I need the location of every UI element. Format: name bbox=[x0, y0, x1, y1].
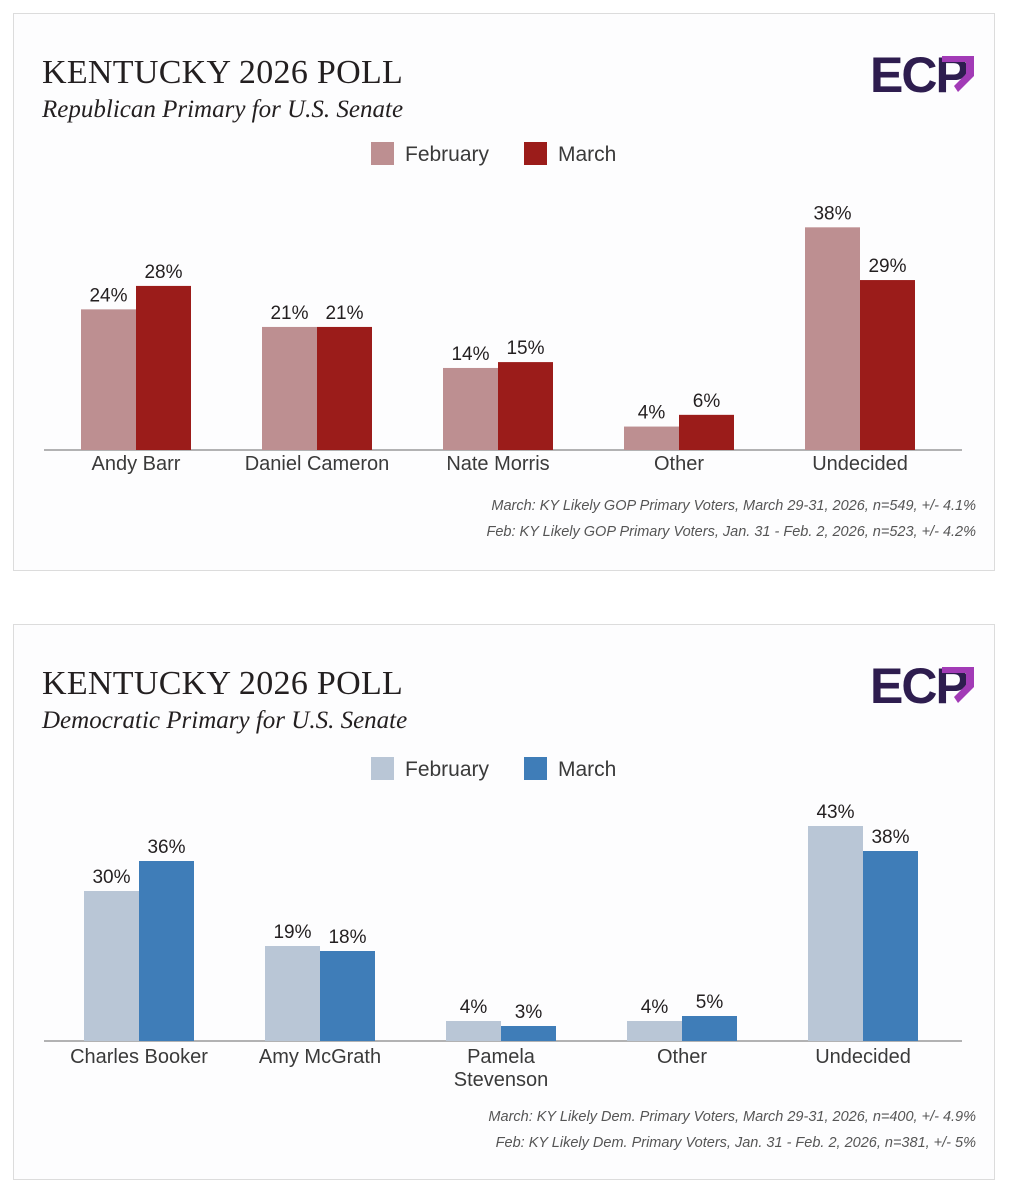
category-label: Andy Barr bbox=[92, 453, 181, 475]
data-label: 18% bbox=[328, 927, 366, 948]
category-label: Undecided bbox=[815, 1046, 911, 1068]
ecp-logo: ECP bbox=[870, 658, 974, 711]
data-label: 4% bbox=[460, 997, 488, 1018]
category-label: Amy McGrath bbox=[259, 1046, 381, 1068]
data-label: 38% bbox=[813, 203, 851, 224]
category-label: Daniel Cameron bbox=[245, 453, 390, 475]
legend-swatch-february bbox=[371, 757, 394, 780]
bar-march bbox=[501, 1026, 556, 1041]
bar-february bbox=[443, 367, 498, 450]
source-note-february: Feb: KY Likely GOP Primary Voters, Jan. … bbox=[486, 524, 976, 540]
logo-text: ECP bbox=[870, 47, 967, 100]
legend-swatch-march bbox=[524, 757, 547, 780]
data-label: 24% bbox=[89, 285, 127, 306]
category-label: Nate Morris bbox=[446, 453, 549, 475]
democratic-poll-panel: KENTUCKY 2026 POLL Democratic Primary fo… bbox=[13, 624, 995, 1180]
category-label: Undecided bbox=[812, 453, 908, 475]
category-label: Pamela bbox=[467, 1046, 536, 1068]
logo-text: ECP bbox=[870, 658, 967, 711]
source-note-march: March: KY Likely Dem. Primary Voters, Ma… bbox=[488, 1109, 976, 1125]
data-label: 36% bbox=[147, 837, 185, 858]
legend-label-march: March bbox=[558, 143, 616, 166]
data-label: 19% bbox=[273, 922, 311, 943]
bar-february bbox=[627, 1021, 682, 1041]
bar-march bbox=[860, 280, 915, 450]
chart-title: KENTUCKY 2026 POLL bbox=[42, 54, 404, 91]
bar-february bbox=[446, 1021, 501, 1041]
category-label: Charles Booker bbox=[70, 1046, 208, 1068]
data-label: 6% bbox=[693, 391, 721, 412]
bar-february bbox=[805, 227, 860, 450]
source-note-february: Feb: KY Likely Dem. Primary Voters, Jan.… bbox=[495, 1135, 976, 1151]
legend-swatch-february bbox=[371, 142, 394, 165]
legend-swatch-march bbox=[524, 142, 547, 165]
data-label: 4% bbox=[641, 997, 669, 1018]
legend-label-february: February bbox=[405, 758, 490, 781]
data-label: 15% bbox=[506, 338, 544, 359]
republican-poll-panel: KENTUCKY 2026 POLL Republican Primary fo… bbox=[13, 13, 995, 571]
ecp-logo: ECP bbox=[870, 47, 974, 100]
data-label: 29% bbox=[868, 256, 906, 277]
legend-label-march: March bbox=[558, 758, 616, 781]
bar-march bbox=[317, 326, 372, 450]
bar-march bbox=[136, 285, 191, 450]
bar-march bbox=[679, 414, 734, 450]
data-label: 30% bbox=[92, 867, 130, 888]
bar-february bbox=[84, 891, 139, 1041]
bar-february bbox=[265, 946, 320, 1041]
bar-march bbox=[682, 1016, 737, 1041]
bar-march bbox=[320, 951, 375, 1041]
chart-title: KENTUCKY 2026 POLL bbox=[42, 665, 404, 702]
data-label: 28% bbox=[144, 262, 182, 283]
data-label: 14% bbox=[451, 344, 489, 365]
legend-label-february: February bbox=[405, 143, 490, 166]
bar-february bbox=[81, 309, 136, 450]
data-label: 3% bbox=[515, 1002, 543, 1023]
data-label: 5% bbox=[696, 992, 724, 1013]
data-label: 4% bbox=[638, 403, 666, 424]
bar-february bbox=[624, 426, 679, 450]
chart-subtitle: Republican Primary for U.S. Senate bbox=[42, 96, 404, 123]
bar-chart: February March 30% 36% Charles Booker 19% 18% A… bbox=[44, 757, 962, 1091]
category-label: Other bbox=[654, 453, 704, 475]
bar-march bbox=[139, 861, 194, 1041]
bar-february bbox=[262, 326, 317, 450]
source-note-march: March: KY Likely GOP Primary Voters, Mar… bbox=[491, 498, 976, 514]
category-label: Other bbox=[657, 1046, 707, 1068]
bar-march bbox=[863, 851, 918, 1041]
bar-chart: February March 24% 28% Andy Barr 21% 21% Daniel… bbox=[44, 142, 962, 475]
data-label: 43% bbox=[816, 802, 854, 823]
chart-subtitle: Democratic Primary for U.S. Senate bbox=[42, 707, 408, 734]
bar-february bbox=[808, 826, 863, 1041]
data-label: 21% bbox=[325, 303, 363, 324]
data-label: 21% bbox=[270, 303, 308, 324]
category-label: Stevenson bbox=[454, 1069, 549, 1091]
data-label: 38% bbox=[871, 827, 909, 848]
bar-march bbox=[498, 362, 553, 450]
